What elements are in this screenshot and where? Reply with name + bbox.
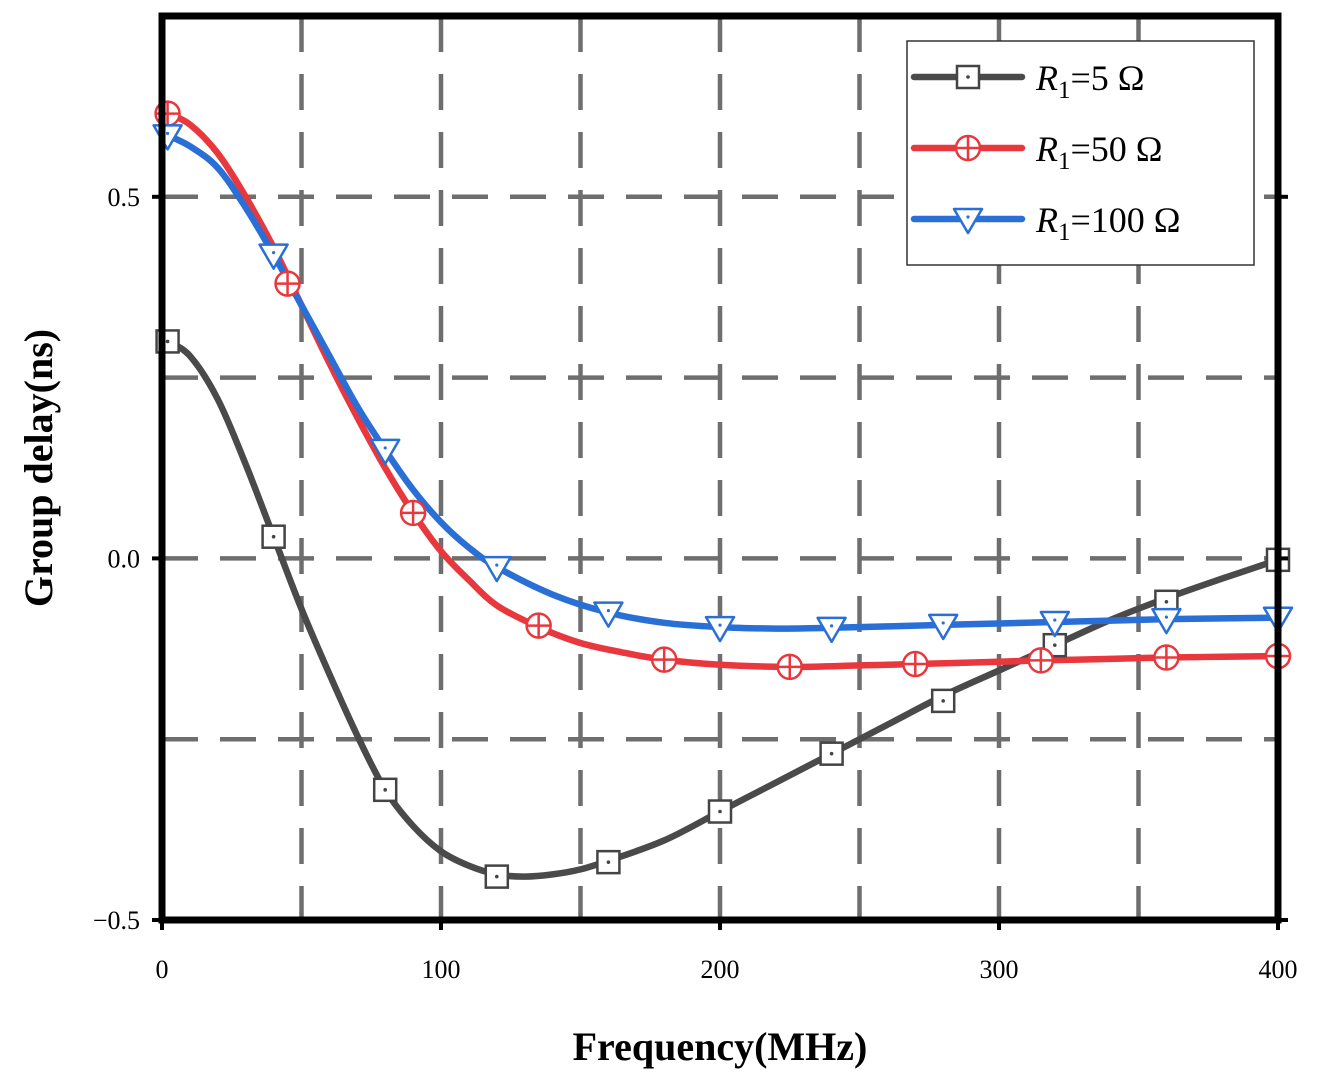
marker-dot bbox=[1053, 643, 1057, 647]
x-axis-title: Frequency(MHz) bbox=[573, 1024, 868, 1069]
data-point-series-0 bbox=[819, 741, 844, 766]
marker-dot bbox=[829, 751, 834, 756]
y-tick-label: −0.5 bbox=[93, 906, 140, 935]
data-point-series-0 bbox=[707, 799, 733, 824]
marker-dot bbox=[383, 446, 387, 450]
data-point-series-0 bbox=[261, 524, 286, 549]
x-tick-label: 400 bbox=[1259, 955, 1298, 984]
y-axis-title: Group delay(ns) bbox=[16, 329, 61, 607]
marker-dot bbox=[606, 609, 611, 613]
data-point-series-2 bbox=[1039, 610, 1071, 638]
legend-label-1: R1=50 Ω bbox=[1035, 129, 1163, 175]
marker-dot bbox=[1053, 618, 1057, 622]
marker-dot bbox=[272, 251, 276, 255]
x-tick-label: 200 bbox=[701, 955, 740, 984]
data-point-series-2 bbox=[704, 615, 736, 643]
marker-dot bbox=[1164, 599, 1169, 604]
legend-marker-0 bbox=[955, 64, 981, 90]
data-point-series-0 bbox=[372, 777, 398, 803]
legend-marker-1 bbox=[954, 134, 982, 162]
series-line-0 bbox=[164, 338, 1282, 880]
data-point-series-2 bbox=[1151, 607, 1182, 635]
marker-triangle bbox=[927, 613, 959, 641]
marker-triangle bbox=[593, 601, 624, 628]
data-point-series-0 bbox=[484, 864, 510, 889]
y-tick-label: 0.5 bbox=[108, 183, 141, 212]
data-point-series-0 bbox=[596, 849, 621, 875]
data-point-series-1 bbox=[1153, 644, 1180, 671]
marker-triangle bbox=[1039, 610, 1071, 638]
data-point-series-1 bbox=[650, 646, 678, 673]
data-point-series-0 bbox=[930, 688, 956, 714]
marker-dot bbox=[966, 75, 970, 79]
marker-dot bbox=[1164, 615, 1168, 619]
marker-dot bbox=[165, 339, 170, 344]
marker-dot bbox=[941, 699, 945, 703]
data-point-series-1 bbox=[1027, 647, 1055, 674]
x-tick-label: 300 bbox=[980, 955, 1019, 984]
data-point-series-2 bbox=[369, 438, 401, 466]
data-point-series-2 bbox=[816, 616, 847, 644]
legend-label-2: R1=100 Ω bbox=[1035, 200, 1181, 246]
marker-dot bbox=[966, 215, 970, 219]
marker-dot bbox=[718, 623, 722, 627]
data-point-series-1 bbox=[902, 650, 929, 678]
marker-triangle bbox=[258, 243, 289, 270]
marker-dot bbox=[495, 874, 499, 879]
marker-dot bbox=[165, 131, 170, 135]
marker-triangle bbox=[369, 438, 401, 466]
marker-triangle bbox=[1151, 607, 1182, 635]
axis-ticks: 0 100 200 300 400 −0.5 0.0 0.5 bbox=[93, 183, 1298, 984]
marker-triangle bbox=[952, 207, 984, 235]
data-point-series-1 bbox=[525, 612, 552, 639]
y-tick-label: 0.0 bbox=[108, 544, 141, 573]
marker-dot bbox=[941, 621, 945, 625]
data-point-series-1 bbox=[776, 653, 803, 681]
data-point-series-2 bbox=[927, 613, 959, 641]
data-point-series-2 bbox=[593, 601, 624, 628]
legend-marker-2 bbox=[952, 207, 984, 235]
marker-dot bbox=[830, 624, 834, 628]
x-tick-label: 0 bbox=[156, 955, 169, 984]
x-tick-label: 100 bbox=[422, 955, 461, 984]
marker-triangle bbox=[704, 615, 736, 643]
legend-label-0: R1=5 Ω bbox=[1035, 58, 1145, 104]
data-point-series-2 bbox=[258, 243, 289, 270]
data-point-series-2 bbox=[481, 555, 513, 583]
marker-triangle bbox=[481, 555, 513, 583]
series-line-2 bbox=[164, 132, 1282, 632]
marker-triangle bbox=[816, 616, 847, 644]
data-point-series-1 bbox=[274, 270, 301, 297]
marker-dot bbox=[718, 809, 722, 814]
marker-dot bbox=[606, 860, 611, 864]
marker-dot bbox=[495, 563, 499, 567]
legend: R1=5 Ω R1=50 Ω R1=100 Ω bbox=[906, 40, 1255, 266]
marker-dot bbox=[271, 534, 276, 539]
data-point-series-1 bbox=[399, 499, 427, 527]
marker-dot bbox=[383, 788, 388, 792]
